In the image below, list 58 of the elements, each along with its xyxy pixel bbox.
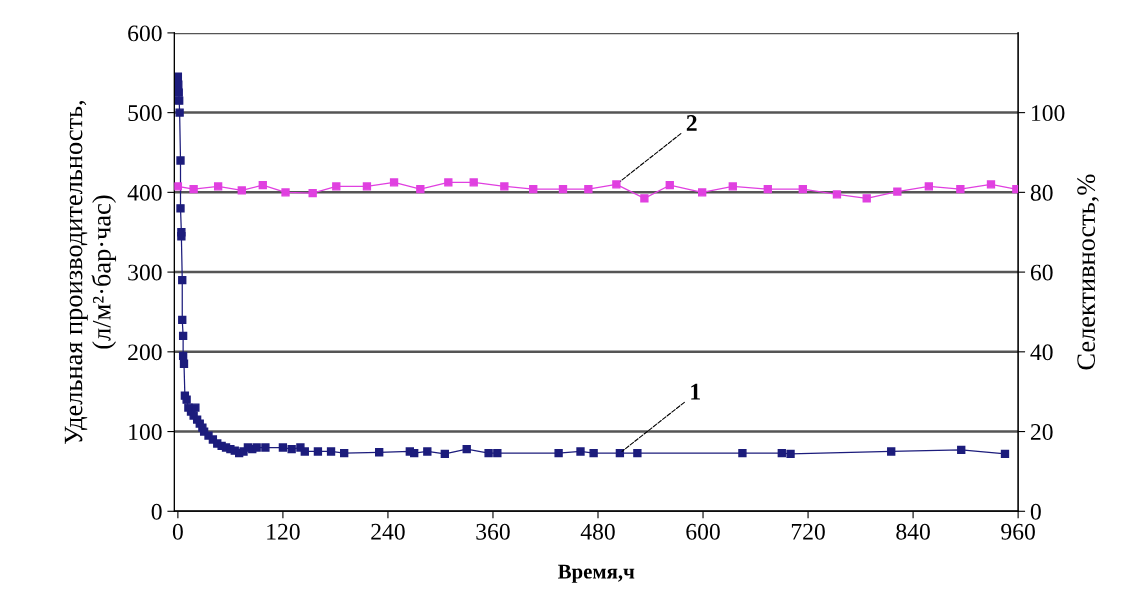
annotation: 2	[686, 115, 697, 131]
y-tick-label: 400	[127, 184, 162, 201]
y2-tick-label: 20	[1030, 424, 1053, 440]
point	[500, 182, 509, 191]
point	[924, 182, 934, 191]
point	[174, 182, 183, 191]
y-tick-label: 0	[151, 503, 162, 520]
x-axis-title: Время,ч	[558, 564, 635, 583]
x-tick-label: 120	[267, 523, 300, 540]
y2-tick-label: 80	[1030, 184, 1053, 201]
y2-tick-label: 40	[1030, 344, 1053, 361]
point	[237, 186, 246, 195]
point	[798, 184, 807, 194]
point	[763, 184, 772, 194]
x-tick-label: 720	[791, 523, 825, 540]
point	[469, 178, 478, 187]
x-tick-label: 840	[896, 523, 930, 540]
point	[640, 194, 649, 203]
y2-tick-label: 60	[1030, 264, 1053, 281]
point	[986, 180, 996, 189]
point	[362, 182, 372, 191]
point	[1012, 184, 1019, 194]
point	[584, 184, 593, 194]
point	[389, 178, 399, 187]
point	[213, 182, 223, 191]
x-tick-label: 0	[172, 523, 183, 540]
point	[665, 181, 674, 190]
point	[189, 184, 198, 194]
point	[308, 188, 317, 198]
y2-axis-title: Селективность,%	[1077, 174, 1099, 370]
point	[444, 178, 453, 187]
point	[893, 187, 902, 196]
point	[956, 184, 965, 194]
point	[332, 182, 341, 191]
y-tick-label: 300	[128, 264, 162, 281]
point	[529, 184, 538, 194]
point	[558, 184, 568, 194]
point	[416, 184, 425, 194]
point	[697, 188, 707, 197]
point	[728, 182, 737, 191]
point	[862, 194, 871, 203]
point	[258, 181, 267, 190]
annotation: 1	[691, 383, 700, 400]
y-tick-label: 500	[128, 105, 162, 122]
y-tick-label: 200	[128, 344, 162, 361]
y-axis-title: Удельная производительность, (л/м²·бар·час)	[64, 100, 117, 445]
x-tick-label: 600	[686, 523, 720, 540]
point	[612, 180, 621, 189]
point	[832, 190, 842, 199]
y-tick-label: 100	[129, 424, 162, 440]
x-tick-label: 480	[580, 523, 615, 540]
x-tick-label: 360	[476, 523, 510, 540]
y2-tick-label: 100	[1032, 105, 1065, 122]
x-tick-label: 240	[371, 523, 405, 540]
x-tick-label: 960	[1001, 523, 1035, 540]
y-tick-label: 600	[128, 25, 162, 42]
point	[281, 188, 290, 197]
y2-tick-label: 0	[1030, 503, 1041, 520]
